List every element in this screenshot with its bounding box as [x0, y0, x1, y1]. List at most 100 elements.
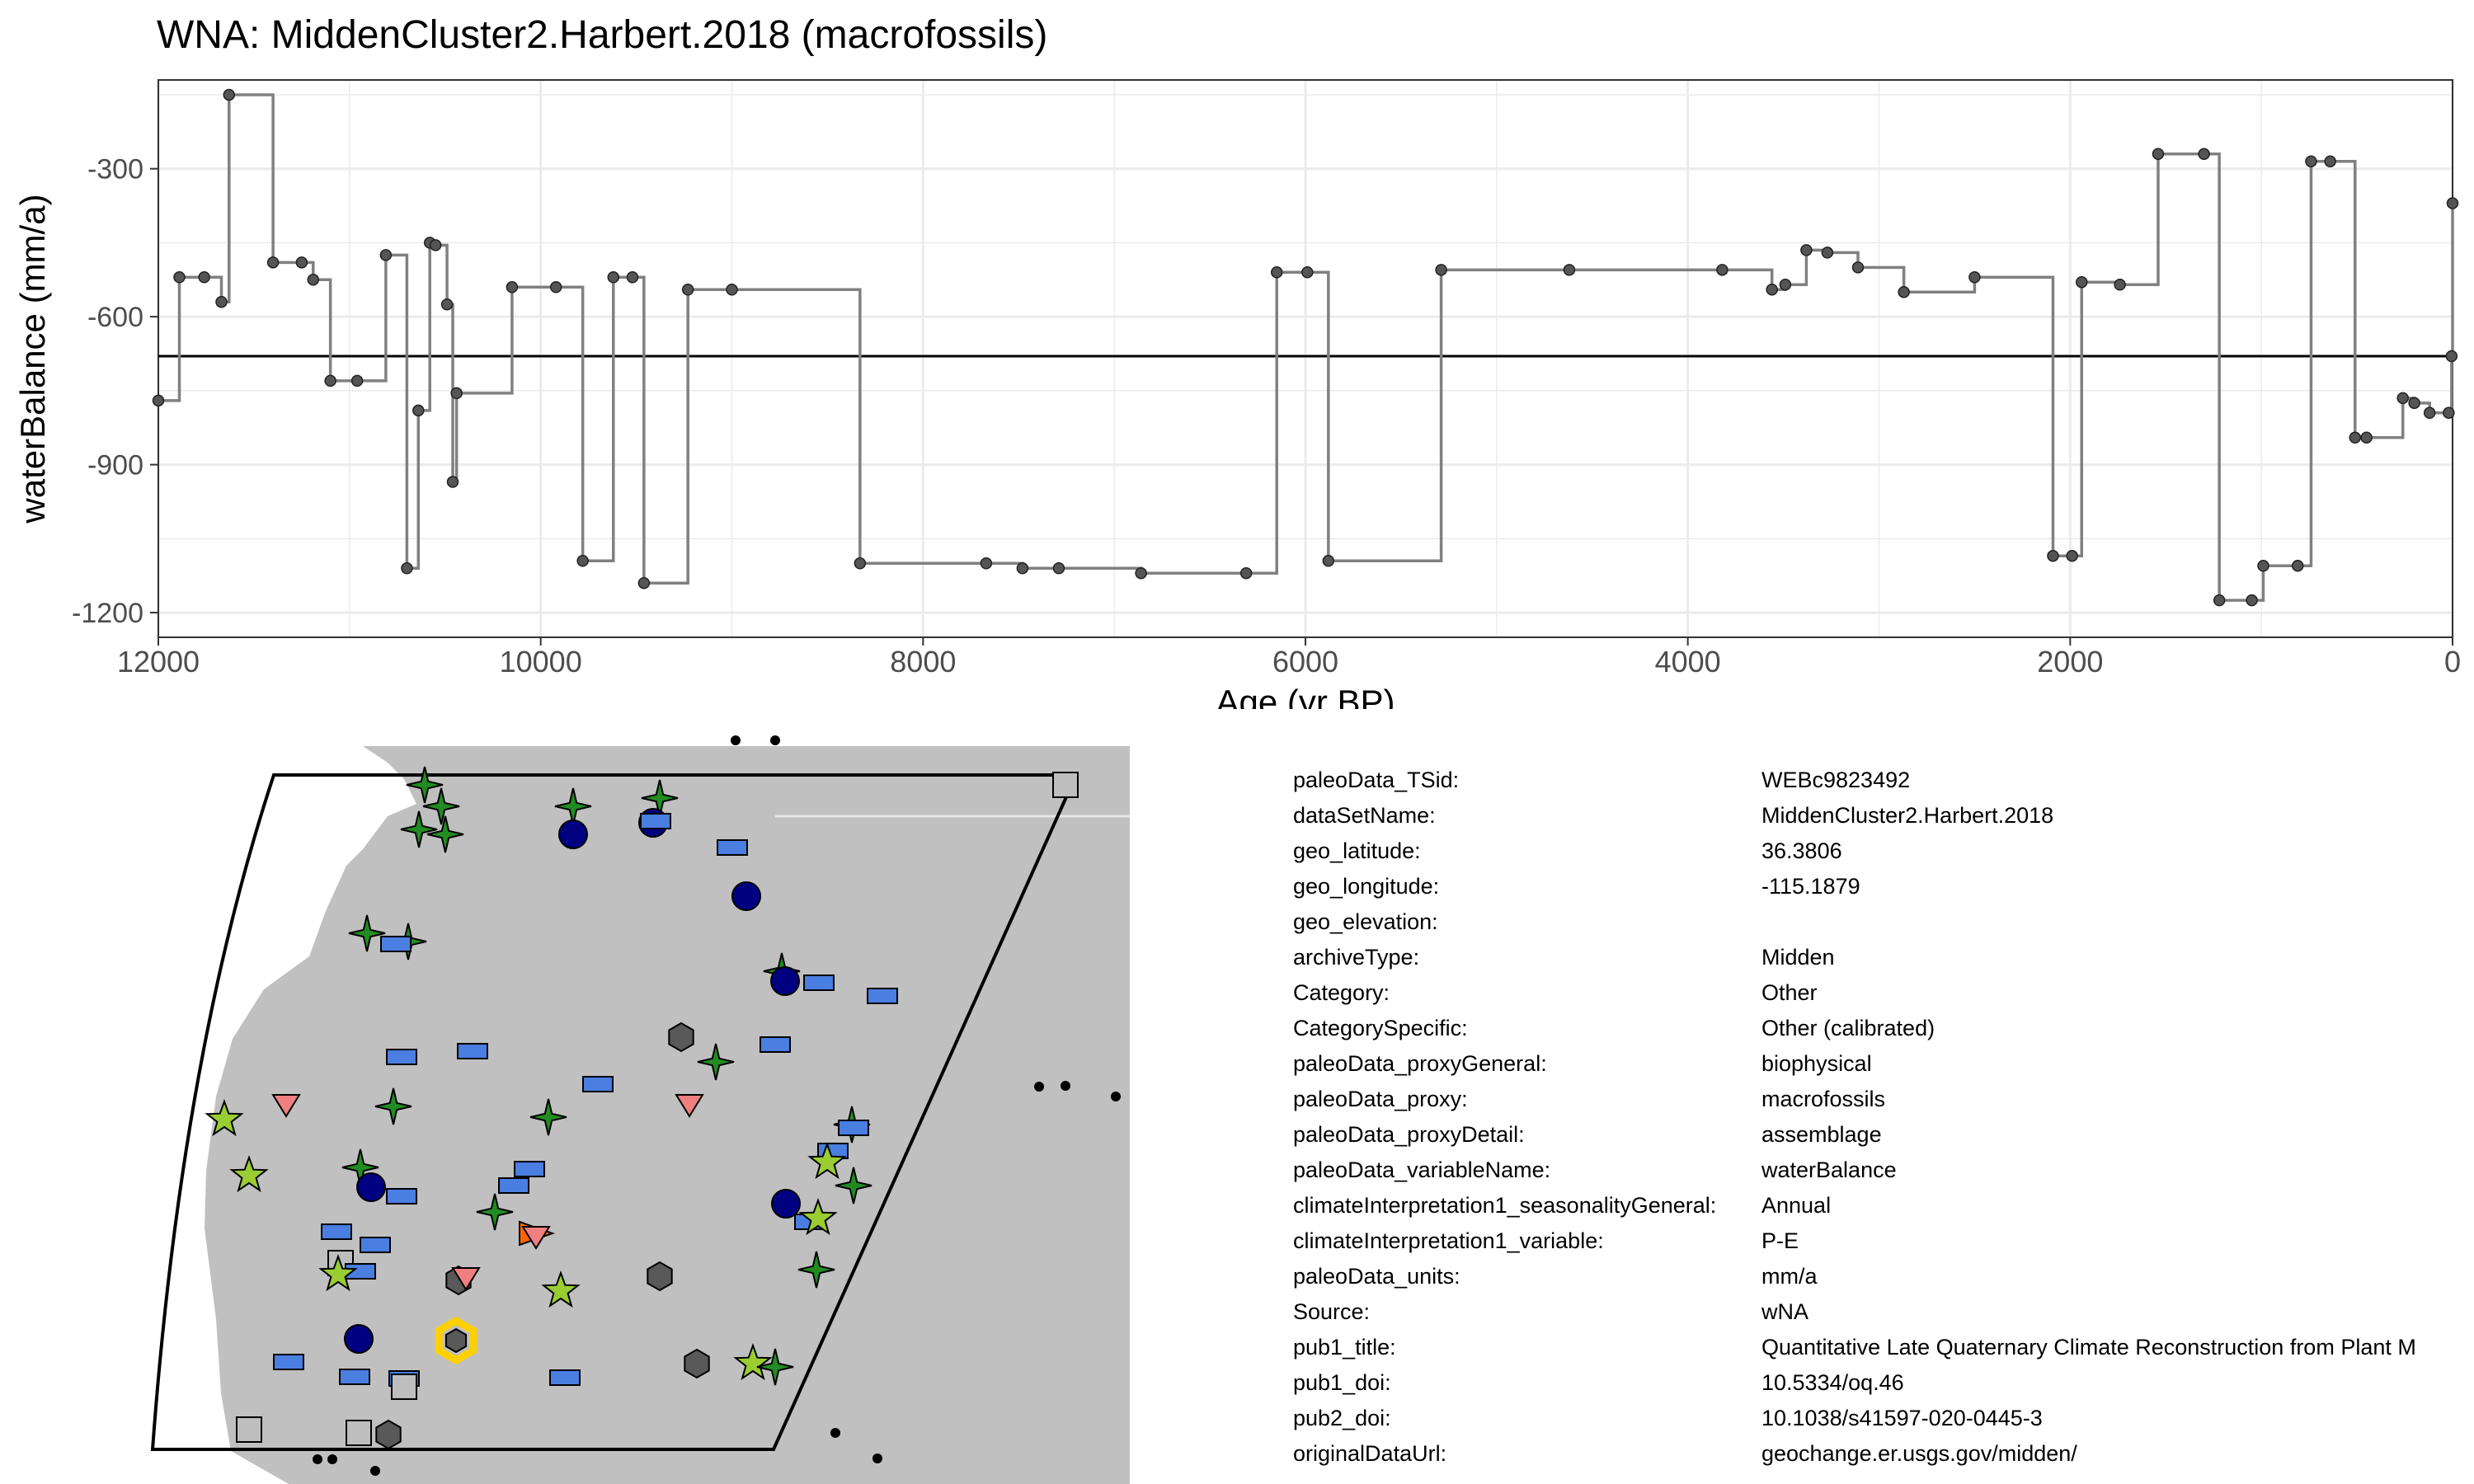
- light-green-star-marker: [205, 1099, 244, 1137]
- data-points: [152, 88, 2459, 607]
- blue-rectangle-marker: [514, 1161, 545, 1177]
- light-green-star-marker: [733, 1343, 773, 1381]
- metadata-row: geo_longitude: -115.1879: [1293, 869, 2474, 904]
- metadata-value: 10.1038/s41597-020-0445-3: [1761, 1406, 2043, 1430]
- metadata-key: pub1_doi:: [1293, 1370, 1391, 1395]
- metadata-value: Annual: [1761, 1193, 1832, 1218]
- data-point: [2047, 550, 2059, 562]
- navy-circle-marker: [558, 819, 588, 849]
- data-point: [1563, 264, 1576, 276]
- dark-green-star-marker: [374, 1087, 412, 1125]
- light-green-star-marker: [318, 1254, 358, 1292]
- blue-rectangle-marker: [582, 1076, 614, 1092]
- navy-circle-marker: [770, 966, 800, 996]
- data-point: [2396, 392, 2409, 405]
- metadata-row: climateInterpretation1_seasonalityGenera…: [1293, 1188, 2474, 1223]
- data-point: [2075, 276, 2088, 289]
- data-point: [1052, 561, 1065, 575]
- dark-green-star-marker: [756, 1348, 794, 1386]
- map-dot: [327, 1454, 337, 1464]
- data-point: [198, 271, 210, 284]
- metadata-row: paleoData_proxyDetail: assemblage: [1293, 1117, 2474, 1153]
- map-dot: [830, 1428, 840, 1438]
- metadata-value: 36.3806: [1761, 838, 1842, 863]
- gray-square-marker: [391, 1374, 417, 1400]
- metadata-row: paleoData_variableName: waterBalance: [1293, 1153, 2474, 1188]
- metadata-key: pub2_doi:: [1293, 1406, 1391, 1430]
- metadata-value: geochange.er.usgs.gov/midden/: [1761, 1441, 2077, 1466]
- data-point: [549, 281, 562, 294]
- chart: WNA: MiddenCluster2.Harbert.2018 (macrof…: [13, 13, 2461, 709]
- dark-green-star-marker: [529, 1098, 567, 1136]
- metadata-key: climateInterpretation1_seasonalityGenera…: [1293, 1193, 1717, 1218]
- metadata-key: paleoData_variableName:: [1293, 1158, 1551, 1182]
- x-tick-label: 10000: [500, 645, 582, 679]
- data-point: [726, 283, 738, 296]
- metadata-row: climateInterpretation1_variable: P-E: [1293, 1223, 2474, 1259]
- metadata-value: wNA: [1761, 1299, 1809, 1324]
- metadata-key: CategorySpecific:: [1293, 1016, 1468, 1040]
- data-point: [266, 256, 280, 269]
- gray-square-marker: [346, 1420, 372, 1446]
- land-area: [205, 746, 1130, 1484]
- data-point: [2349, 431, 2362, 444]
- metadata-row: geo_elevation:: [1293, 904, 2474, 940]
- data-point: [446, 476, 459, 488]
- x-tick-label: 8000: [890, 645, 956, 679]
- pink-triangle-marker: [675, 1094, 704, 1118]
- map-dot: [731, 735, 741, 745]
- blue-rectangle-marker: [717, 839, 748, 856]
- blue-rectangle-marker: [838, 1120, 869, 1136]
- metadata-row: pub1_doi: 10.5334/oq.46: [1293, 1365, 2474, 1401]
- x-tick-label: 0: [2444, 645, 2461, 679]
- metadata-value: assemblage: [1761, 1122, 1882, 1147]
- map-dot: [370, 1466, 380, 1476]
- data-point: [626, 271, 639, 284]
- dark-green-star-marker: [406, 766, 444, 804]
- pink-triangle-marker: [451, 1267, 481, 1291]
- metadata-row: paleoData_TSid: WEBc9823492: [1293, 763, 2474, 798]
- data-point: [681, 283, 694, 296]
- data-point: [1766, 283, 1778, 296]
- blue-rectangle-marker: [273, 1354, 304, 1370]
- data-point: [607, 271, 620, 284]
- data-point: [1898, 285, 1910, 298]
- metadata-value: mm/a: [1761, 1264, 1818, 1289]
- data-point: [1800, 244, 1813, 256]
- data-point: [1716, 264, 1729, 276]
- data-point: [2246, 594, 2258, 607]
- light-green-star-marker: [229, 1155, 269, 1193]
- blue-rectangle-marker: [867, 988, 898, 1004]
- metadata-key: climateInterpretation1_variable:: [1293, 1228, 1604, 1253]
- metadata-value: macrofossils: [1761, 1087, 1886, 1111]
- navy-circle-marker: [356, 1172, 386, 1202]
- y-tick-label: -900: [87, 450, 143, 481]
- dark-green-star-marker: [422, 787, 460, 825]
- metadata-value: MiddenCluster2.Harbert.2018: [1761, 803, 2054, 828]
- metadata-key: dataSetName:: [1293, 803, 1436, 828]
- blue-rectangle-marker: [386, 1188, 417, 1205]
- blue-rectangle-marker: [457, 1043, 488, 1059]
- metadata-row: paleoData_units: mm/a: [1293, 1259, 2474, 1294]
- metadata-key: paleoData_TSid:: [1293, 768, 1460, 792]
- y-axis-ticks: -300 -600 -900 -1200: [72, 154, 158, 629]
- y-axis-label: waterBalance (mm/a): [13, 194, 52, 524]
- gray-hexagon-marker: [647, 1261, 673, 1292]
- navy-circle-marker: [731, 881, 761, 911]
- data-point: [379, 249, 393, 261]
- metadata-row: Source: wNA: [1293, 1294, 2474, 1330]
- data-point: [350, 374, 364, 387]
- metadata-row: originalDataUrl: geochange.er.usgs.gov/mi…: [1293, 1436, 2474, 1472]
- gray-square-marker: [236, 1416, 262, 1443]
- data-point: [1322, 555, 1335, 567]
- data-point: [173, 271, 186, 284]
- gray-hexagon-marker: [684, 1348, 710, 1379]
- metadata-row: CategorySpecific: Other (calibrated): [1293, 1011, 2474, 1046]
- data-point: [324, 374, 336, 387]
- dark-green-star-marker: [426, 815, 464, 853]
- x-tick-label: 6000: [1272, 645, 1338, 679]
- x-axis-label: Age (yr BP): [1216, 683, 1395, 709]
- gray-hexagon-marker: [375, 1419, 402, 1450]
- map-dot: [1034, 1082, 1044, 1092]
- map-markers: [205, 735, 1121, 1476]
